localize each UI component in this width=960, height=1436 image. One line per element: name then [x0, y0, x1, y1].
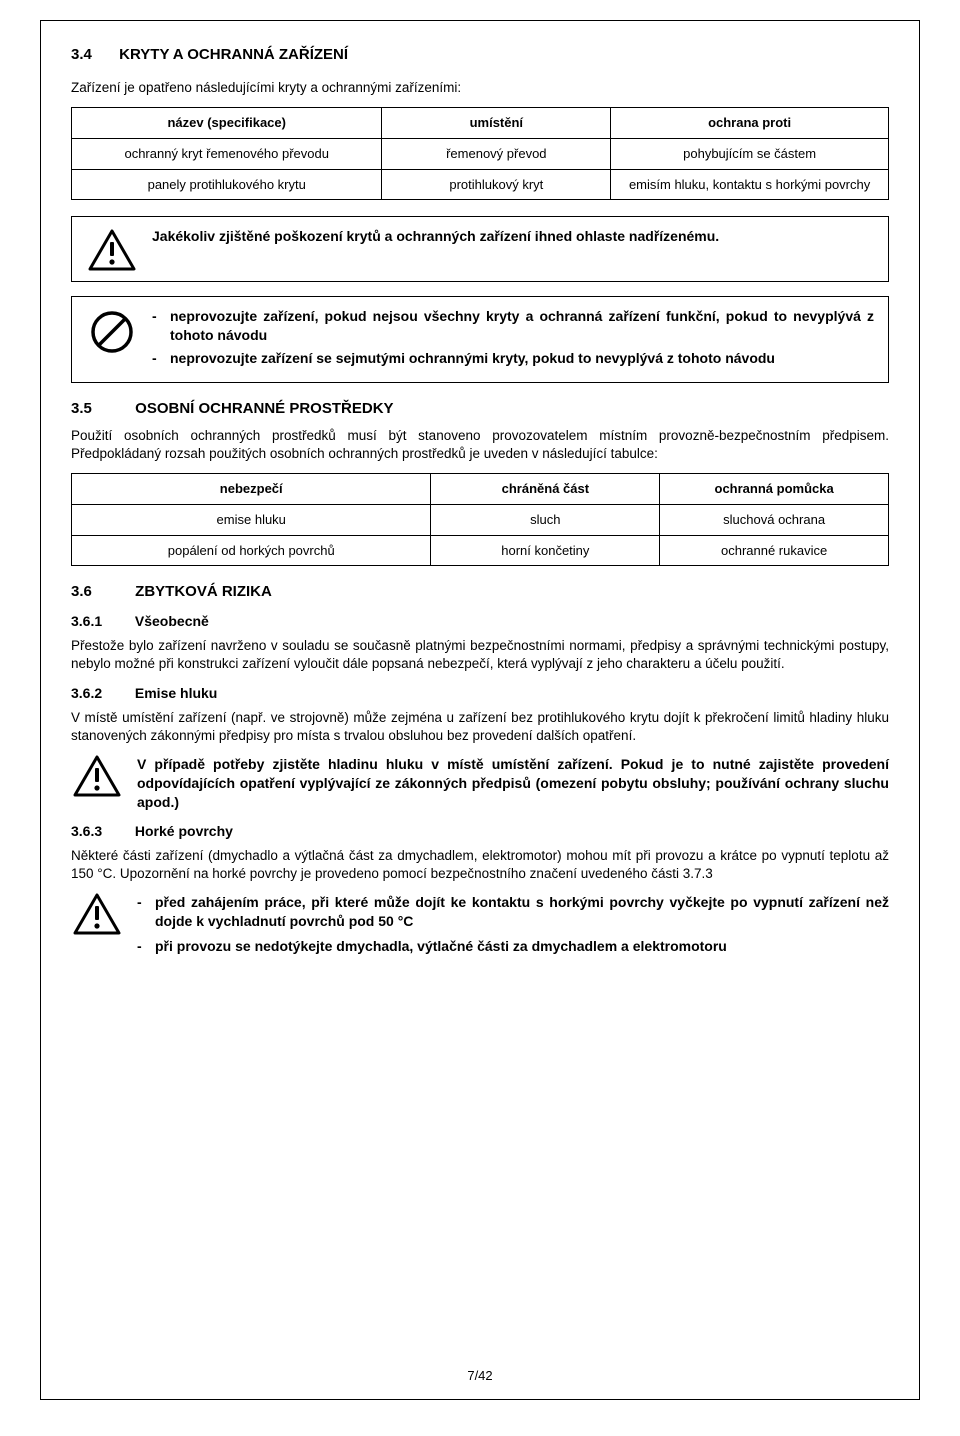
list-item: při provozu se nedotýkejte dmychadla, vý…	[137, 937, 889, 956]
section-paragraph: Některé části zařízení (dmychadlo a výtl…	[71, 847, 889, 883]
table-row: popálení od horkých povrchů horní končet…	[72, 535, 889, 566]
table-cell: popálení od horkých povrchů	[72, 535, 431, 566]
table-header-row: nebezpečí chráněná část ochranná pomůcka	[72, 474, 889, 505]
col-header: název (specifikace)	[72, 108, 382, 139]
table-row: emise hluku sluch sluchová ochrana	[72, 505, 889, 536]
heading-number: 3.6.2	[71, 684, 131, 703]
section-paragraph: Přestože bylo zařízení navrženo v soulad…	[71, 637, 889, 673]
prohibition-icon	[86, 307, 138, 355]
section-paragraph: Použití osobních ochranných prostředků m…	[71, 427, 889, 463]
heading-title: Emise hluku	[135, 685, 217, 701]
col-header: ochrana proti	[611, 108, 889, 139]
warning-triangle-icon	[86, 227, 138, 271]
list-item: neprovozujte zařízení se sejmutými ochra…	[152, 349, 874, 368]
warning-triangle-icon	[71, 755, 123, 797]
table-cell: ochranné rukavice	[660, 535, 889, 566]
covers-table: název (specifikace) umístění ochrana pro…	[71, 107, 889, 200]
section-heading-3-6-1: 3.6.1 Všeobecně	[71, 612, 889, 631]
section-paragraph: V místě umístění zařízení (např. ve stro…	[71, 709, 889, 745]
table-header-row: název (specifikace) umístění ochrana pro…	[72, 108, 889, 139]
ppe-table: nebezpečí chráněná část ochranná pomůcka…	[71, 473, 889, 566]
table-cell: řemenový převod	[382, 139, 611, 170]
warning-text: V případě potřeby zjistěte hladinu hluku…	[137, 755, 889, 812]
col-header: ochranná pomůcka	[660, 474, 889, 505]
section-heading-3-4: 3.4 KRYTY A OCHRANNÁ ZAŘÍZENÍ	[71, 45, 889, 65]
table-row: panely protihlukového krytu protihlukový…	[72, 169, 889, 200]
table-cell: sluchová ochrana	[660, 505, 889, 536]
table-row: ochranný kryt řemenového převodu řemenov…	[72, 139, 889, 170]
heading-title: Všeobecně	[135, 613, 209, 629]
warning-callout: Jakékoliv zjištěné poškození krytů a och…	[71, 216, 889, 282]
list-item: před zahájením práce, při které může doj…	[137, 893, 889, 931]
heading-number: 3.6	[71, 582, 131, 602]
heading-number: 3.6.3	[71, 822, 131, 841]
table-cell: pohybujícím se částem	[611, 139, 889, 170]
heading-title: KRYTY A OCHRANNÁ ZAŘÍZENÍ	[119, 46, 348, 63]
section-heading-3-5: 3.5 OSOBNÍ OCHRANNÉ PROSTŘEDKY	[71, 399, 889, 419]
page-number: 7/42	[41, 1367, 919, 1385]
section-heading-3-6-2: 3.6.2 Emise hluku	[71, 684, 889, 703]
heading-title: Horké povrchy	[135, 823, 233, 839]
table-cell: horní končetiny	[431, 535, 660, 566]
heading-title: ZBYTKOVÁ RIZIKA	[135, 583, 272, 600]
warning-inline-callout: V případě potřeby zjistěte hladinu hluku…	[71, 755, 889, 812]
warning-text: před zahájením práce, při které může doj…	[137, 893, 889, 962]
table-cell: emise hluku	[72, 505, 431, 536]
section-heading-3-6: 3.6 ZBYTKOVÁ RIZIKA	[71, 582, 889, 602]
heading-number: 3.6.1	[71, 612, 131, 631]
col-header: umístění	[382, 108, 611, 139]
prohibition-text: neprovozujte zařízení, pokud nejsou všec…	[152, 307, 874, 372]
heading-number: 3.4	[71, 45, 115, 65]
table-cell: panely protihlukového krytu	[72, 169, 382, 200]
warning-triangle-icon	[71, 893, 123, 935]
col-header: nebezpečí	[72, 474, 431, 505]
warning-text: Jakékoliv zjištěné poškození krytů a och…	[152, 227, 874, 246]
heading-number: 3.5	[71, 399, 131, 419]
table-cell: ochranný kryt řemenového převodu	[72, 139, 382, 170]
intro-paragraph: Zařízení je opatřeno následujícími kryty…	[71, 79, 889, 97]
table-cell: sluch	[431, 505, 660, 536]
table-cell: emisím hluku, kontaktu s horkými povrchy	[611, 169, 889, 200]
heading-title: OSOBNÍ OCHRANNÉ PROSTŘEDKY	[135, 400, 393, 417]
warning-inline-callout: před zahájením práce, při které může doj…	[71, 893, 889, 962]
table-cell: protihlukový kryt	[382, 169, 611, 200]
col-header: chráněná část	[431, 474, 660, 505]
page-frame: 3.4 KRYTY A OCHRANNÁ ZAŘÍZENÍ Zařízení j…	[40, 20, 920, 1400]
prohibition-callout: neprovozujte zařízení, pokud nejsou všec…	[71, 296, 889, 383]
section-heading-3-6-3: 3.6.3 Horké povrchy	[71, 822, 889, 841]
list-item: neprovozujte zařízení, pokud nejsou všec…	[152, 307, 874, 345]
